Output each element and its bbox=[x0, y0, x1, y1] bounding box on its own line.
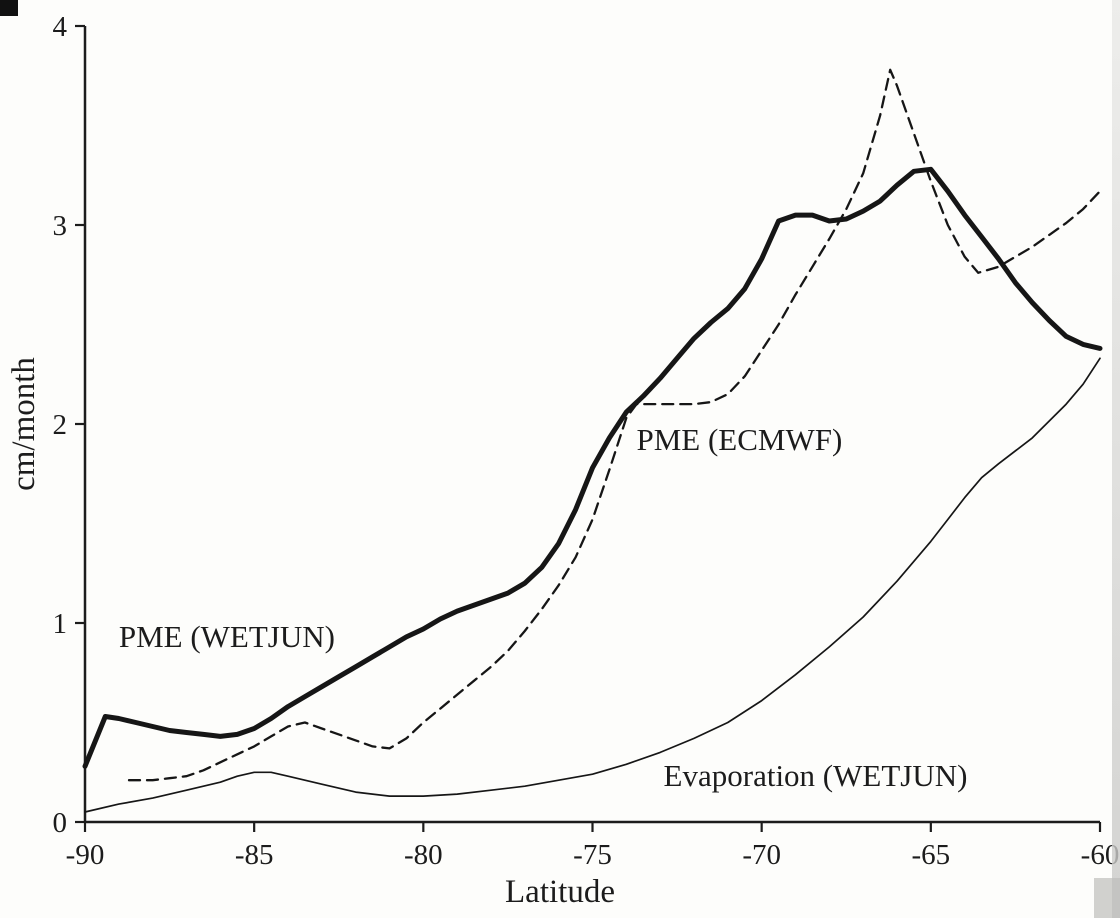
series-line-evaporation-wetjun bbox=[84, 357, 1101, 813]
x-axis-label: Latitude bbox=[505, 874, 615, 910]
series-annotation: PME (ECMWF) bbox=[636, 422, 842, 457]
y-tick-label: 4 bbox=[53, 11, 68, 43]
x-tick-label: -90 bbox=[66, 839, 105, 871]
series-line-pme-ecmwf bbox=[127, 68, 1102, 782]
series-line-pme-wetjun bbox=[82, 166, 1103, 769]
scan-artifact-corner-bottom bbox=[1094, 878, 1120, 918]
y-tick-label: 0 bbox=[53, 807, 68, 839]
scan-artifact-edge bbox=[1112, 0, 1120, 918]
scan-artifact-corner bbox=[0, 0, 18, 16]
x-tick-label: -80 bbox=[404, 839, 443, 871]
y-tick-label: 2 bbox=[53, 409, 68, 441]
x-tick-label: -85 bbox=[235, 839, 274, 871]
series-annotation: Evaporation (WETJUN) bbox=[664, 758, 968, 793]
series-annotation: PME (WETJUN) bbox=[119, 619, 335, 654]
y-tick-label: 3 bbox=[53, 210, 68, 242]
x-tick-label: -65 bbox=[911, 839, 950, 871]
x-tick-label: -70 bbox=[742, 839, 781, 871]
y-axis-label: cm/month bbox=[6, 357, 42, 491]
y-tick-label: 1 bbox=[53, 608, 68, 640]
x-tick-label: -75 bbox=[573, 839, 612, 871]
